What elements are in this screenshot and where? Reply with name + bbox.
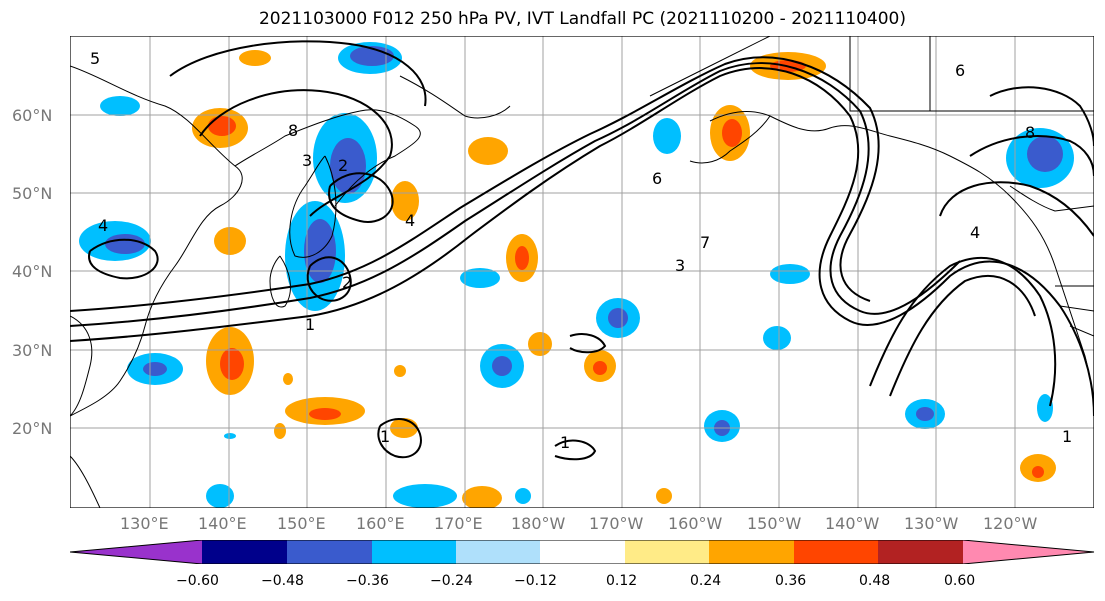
contour-label: 4 — [405, 211, 415, 230]
colorbar-tick: −0.36 — [346, 573, 389, 589]
map-title: 2021103000 F012 250 hPa PV, IVT Landfall… — [258, 9, 906, 29]
contour-label: 6 — [955, 61, 965, 80]
lon-label-160w: 160°W — [668, 514, 723, 533]
contour-label: 7 — [700, 233, 710, 252]
colorbar-segment — [625, 540, 709, 564]
lon-label-170e: 170°E — [434, 514, 483, 533]
contour-label: 4 — [98, 216, 108, 235]
colorbar-segment — [540, 540, 625, 564]
contour-label: 5 — [90, 49, 100, 68]
colorbar-tick: −0.60 — [176, 573, 219, 589]
contour-label: 1 — [380, 427, 390, 446]
colorbar-segment — [794, 540, 878, 564]
contour-label: 1 — [560, 433, 570, 452]
lon-label-150w: 150°W — [747, 514, 802, 533]
contour-label: 8 — [1025, 123, 1035, 142]
colorbar-tick: 0.36 — [775, 573, 807, 589]
lon-label-150e: 150°E — [277, 514, 326, 533]
colorbar-segment — [709, 540, 794, 564]
contour-label: 8 — [288, 121, 298, 140]
lon-label-120w: 120°W — [983, 514, 1038, 533]
colorbar-tick: −0.12 — [514, 573, 557, 589]
lon-label-160e: 160°E — [356, 514, 405, 533]
lon-label-140e: 140°E — [198, 514, 247, 533]
contour-1 — [70, 67, 1094, 417]
colorbar-segment — [456, 540, 540, 564]
colorbar-segment — [202, 540, 287, 564]
contour-label: 4 — [970, 223, 980, 242]
pc-shading — [79, 42, 1074, 508]
colorbar-segment — [287, 540, 372, 564]
colorbar-tick: −0.24 — [430, 573, 473, 589]
colorbar-extend-low — [70, 540, 202, 564]
lon-label-130w: 130°W — [904, 514, 959, 533]
coastlines — [70, 36, 1094, 508]
lat-label-60n: 60°N — [12, 106, 53, 125]
colorbar-segment — [878, 540, 963, 564]
lat-label-30n: 30°N — [12, 341, 53, 360]
contour-label: 6 — [652, 169, 662, 188]
colorbar-tick: 0.12 — [606, 573, 638, 589]
contour-label: 1 — [305, 315, 315, 334]
map-plot-area: 2 3 4 5 6 7 8 1 2 6 4 4 1 1 1 3 8 — [70, 36, 1094, 508]
colorbar-tick: 0.60 — [944, 573, 976, 589]
colorbar-tick: 0.24 — [690, 573, 722, 589]
lon-label-180w: 180°W — [511, 514, 566, 533]
colorbar-segment — [372, 540, 456, 564]
lon-label-130e: 130°E — [120, 514, 169, 533]
colorbar — [70, 540, 1095, 564]
colorbar-tick: −0.48 — [261, 573, 304, 589]
lon-label-170w: 170°W — [589, 514, 644, 533]
pv-contours — [70, 40, 1094, 461]
lon-label-140w: 140°W — [825, 514, 880, 533]
colorbar-tick: 0.48 — [859, 573, 891, 589]
contour-label: 3 — [675, 256, 685, 275]
contour-label: 1 — [1062, 427, 1072, 446]
lat-label-20n: 20°N — [12, 419, 53, 438]
colorbar-extend-high — [963, 540, 1094, 564]
contour-labels: 2 3 4 5 6 7 8 1 2 6 4 4 1 1 1 3 8 — [90, 49, 1072, 452]
contour-label: 2 — [338, 156, 348, 175]
lat-label-50n: 50°N — [12, 184, 53, 203]
contour-label: 3 — [302, 151, 312, 170]
lat-label-40n: 40°N — [12, 262, 53, 281]
contour-label: 2 — [342, 273, 352, 292]
